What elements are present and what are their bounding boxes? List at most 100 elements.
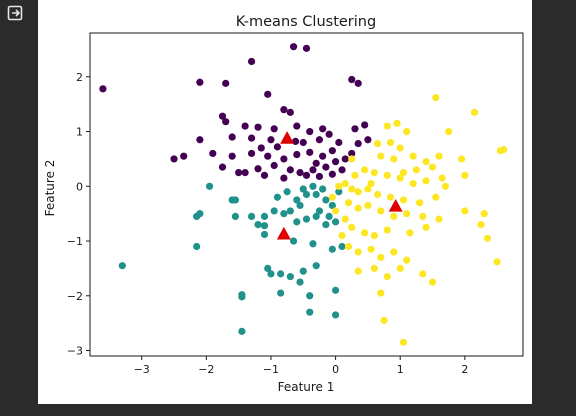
data-point-cluster-2: [348, 223, 356, 231]
data-point-cluster-2: [461, 207, 469, 215]
data-point-cluster-2: [370, 231, 378, 240]
data-point-cluster-0: [228, 133, 236, 141]
data-point-cluster-0: [270, 161, 278, 170]
centroid-marker: [388, 198, 403, 212]
x-tick-label: −3: [134, 363, 150, 376]
data-point-cluster-2: [377, 207, 385, 215]
data-point-cluster-1: [193, 242, 201, 251]
data-point-cluster-2: [328, 193, 336, 201]
data-point-cluster-2: [409, 152, 417, 160]
data-point-cluster-2: [409, 179, 417, 188]
data-point-cluster-0: [228, 152, 236, 160]
data-point-cluster-2: [354, 267, 362, 275]
data-point-cluster-0: [254, 165, 262, 173]
data-point-cluster-0: [289, 43, 298, 51]
data-point-cluster-1: [273, 193, 282, 201]
data-point-cluster-0: [273, 143, 282, 151]
data-point-cluster-1: [267, 270, 275, 278]
data-point-cluster-0: [291, 137, 300, 145]
data-point-cluster-2: [338, 231, 346, 240]
data-point-cluster-0: [222, 118, 230, 126]
data-point-cluster-2: [390, 212, 398, 220]
data-point-cluster-1: [231, 212, 240, 220]
data-point-cluster-1: [264, 264, 272, 273]
data-point-cluster-1: [309, 182, 317, 190]
x-tick-label: −2: [198, 363, 214, 376]
data-point-cluster-2: [396, 264, 404, 273]
data-point-cluster-2: [445, 127, 453, 136]
data-point-cluster-2: [390, 248, 398, 256]
data-point-cluster-0: [270, 125, 278, 133]
data-point-cluster-2: [406, 229, 414, 237]
y-tick-label: −3: [67, 345, 83, 358]
data-point-cluster-2: [500, 146, 508, 154]
data-point-cluster-2: [354, 248, 362, 256]
data-point-cluster-1: [247, 212, 256, 220]
chart-title: K-means Clustering: [236, 14, 376, 30]
data-point-cluster-1: [254, 221, 262, 229]
data-point-cluster-2: [383, 122, 391, 130]
data-point-cluster-2: [412, 166, 420, 174]
data-point-cluster-2: [422, 223, 430, 231]
data-point-cluster-2: [432, 193, 440, 201]
data-point-cluster-0: [338, 166, 346, 174]
data-point-cluster-0: [254, 123, 262, 131]
data-point-cluster-2: [348, 185, 356, 193]
data-point-cluster-2: [351, 171, 359, 179]
data-point-cluster-0: [319, 152, 327, 160]
data-point-cluster-1: [312, 262, 320, 270]
data-point-cluster-2: [396, 174, 404, 182]
data-point-cluster-1: [331, 218, 340, 226]
data-point-cluster-2: [361, 229, 369, 237]
data-point-cluster-0: [180, 152, 188, 160]
data-point-cluster-2: [377, 253, 385, 262]
data-point-cluster-0: [306, 148, 314, 156]
data-point-cluster-1: [277, 270, 285, 278]
data-point-cluster-0: [264, 90, 272, 98]
data-point-cluster-1: [238, 293, 246, 301]
data-point-cluster-1: [196, 210, 204, 218]
exit-fullscreen-button[interactable]: [6, 4, 24, 22]
centroids: [276, 131, 403, 240]
y-tick-label: 0: [76, 180, 83, 193]
y-tick-label: −2: [67, 290, 83, 303]
data-point-cluster-1: [331, 311, 340, 319]
data-point-cluster-2: [390, 155, 398, 163]
data-point-cluster-1: [280, 210, 288, 218]
data-point-cluster-0: [196, 78, 204, 86]
data-point-cluster-1: [296, 201, 304, 210]
data-point-cluster-1: [286, 273, 294, 281]
data-point-cluster-0: [209, 149, 217, 158]
data-point-cluster-1: [331, 286, 340, 294]
data-point-cluster-2: [461, 171, 469, 179]
data-point-cluster-1: [312, 212, 320, 220]
data-point-cluster-0: [354, 139, 362, 148]
data-point-cluster-2: [377, 152, 385, 160]
data-point-cluster-2: [354, 188, 362, 196]
data-point-cluster-2: [396, 144, 404, 152]
data-point-cluster-1: [299, 185, 307, 193]
data-point-cluster-1: [322, 196, 330, 204]
data-point-cluster-0: [247, 149, 256, 158]
data-point-cluster-0: [302, 171, 311, 179]
data-point-cluster-2: [367, 179, 375, 188]
data-point-cluster-2: [383, 226, 391, 234]
data-point-cluster-2: [377, 289, 385, 297]
data-point-cluster-0: [328, 170, 336, 178]
data-point-cluster-0: [99, 85, 107, 93]
data-point-cluster-0: [354, 79, 362, 87]
exit-fullscreen-icon: [7, 5, 23, 21]
data-point-cluster-0: [218, 112, 227, 120]
data-point-cluster-1: [328, 245, 336, 253]
data-point-cluster-2: [361, 166, 369, 174]
data-point-cluster-2: [344, 242, 353, 251]
data-point-cluster-2: [419, 270, 427, 278]
data-point-cluster-0: [335, 138, 343, 147]
chart-figure: K-means Clustering Feature 1 Feature 2 −…: [38, 0, 532, 404]
data-point-cluster-0: [286, 108, 294, 116]
data-point-cluster-1: [283, 188, 291, 196]
y-tick-label: 2: [76, 71, 83, 84]
data-point-cluster-0: [341, 155, 349, 163]
data-point-cluster-1: [296, 278, 304, 286]
data-point-cluster-2: [341, 215, 349, 223]
